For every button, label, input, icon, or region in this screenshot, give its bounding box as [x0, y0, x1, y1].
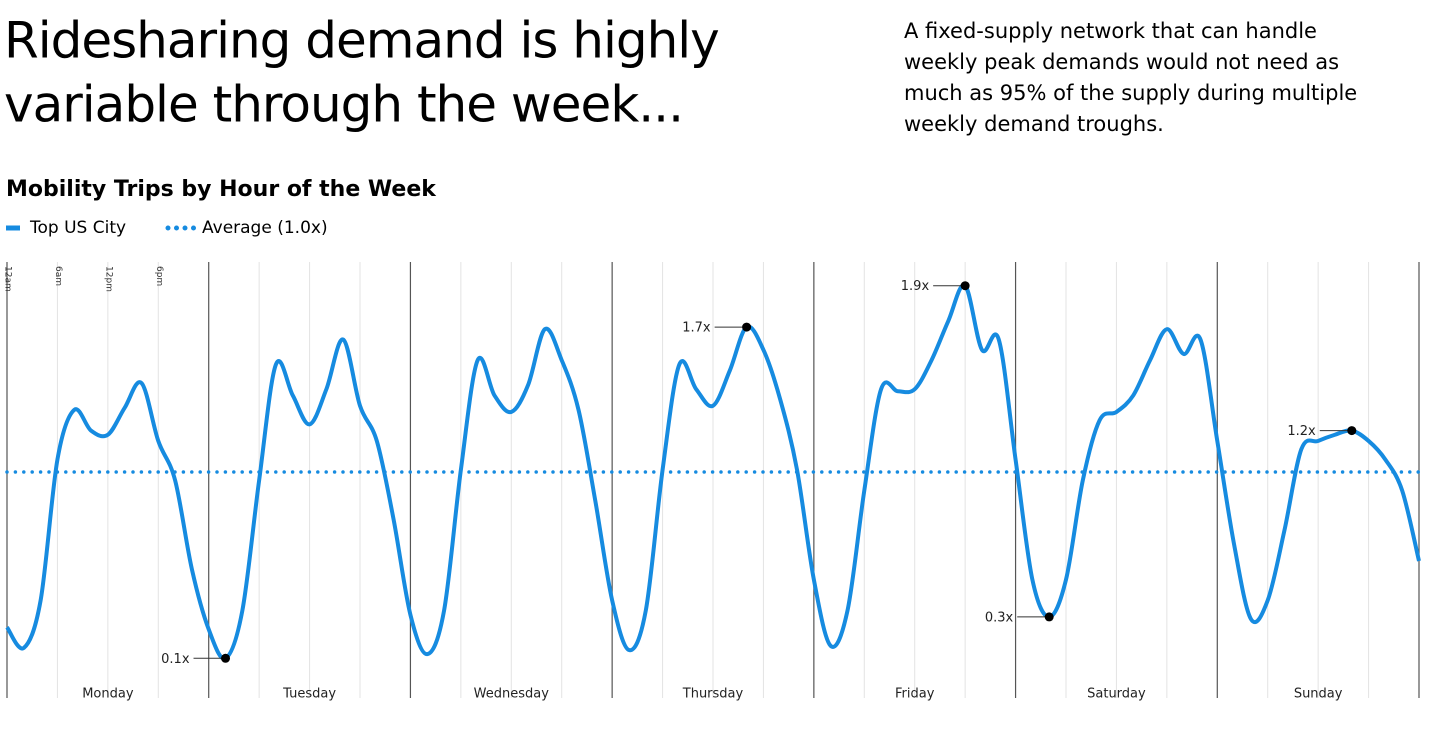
day-label: Thursday [682, 687, 744, 702]
annotation-label: 1.9x [901, 279, 930, 294]
series-line [5, 283, 1421, 661]
legend-label: Average (1.0x) [202, 218, 328, 238]
grid: 12am 6am 12pm 6pm Monday Tuesday Wednesday Thur… [3, 262, 1420, 702]
annotation-point [221, 653, 231, 663]
annotation-label: 0.3x [985, 610, 1014, 625]
day-label: Friday [895, 687, 935, 702]
description-line: weekly peak demands would not need as [904, 50, 1339, 74]
day-label: Tuesday [282, 687, 336, 702]
annotation-point [960, 281, 970, 291]
annotation-point [742, 322, 752, 332]
marks: 0.1x 1.7x 1.9x 0.3x 1.2x [5, 279, 1421, 667]
day-label: Wednesday [474, 687, 550, 702]
hour-label: 12pm [103, 266, 113, 292]
day-label: Monday [82, 687, 134, 702]
annotation-point [1347, 426, 1357, 436]
hour-label: 12am [3, 266, 13, 292]
description-line: A fixed-supply network that can handle [904, 19, 1317, 43]
day-label: Sunday [1294, 687, 1343, 702]
annotation-label: 0.1x [161, 652, 190, 667]
title-line: Ridesharing demand is highly [4, 12, 719, 70]
title-line: variable through the week... [4, 76, 683, 134]
hour-label: 6pm [154, 266, 164, 286]
legend-label: Top US City [29, 218, 126, 238]
annotation-label: 1.2x [1287, 424, 1316, 439]
annotation-point [1044, 612, 1054, 622]
annotation-label: 1.7x [682, 321, 711, 336]
day-label: Saturday [1087, 687, 1146, 702]
description-line: weekly demand troughs. [904, 112, 1164, 136]
hour-label: 6am [53, 266, 63, 286]
description-line: much as 95% of the supply during multipl… [904, 81, 1357, 105]
chart-title: Mobility Trips by Hour of the Week [6, 177, 437, 202]
